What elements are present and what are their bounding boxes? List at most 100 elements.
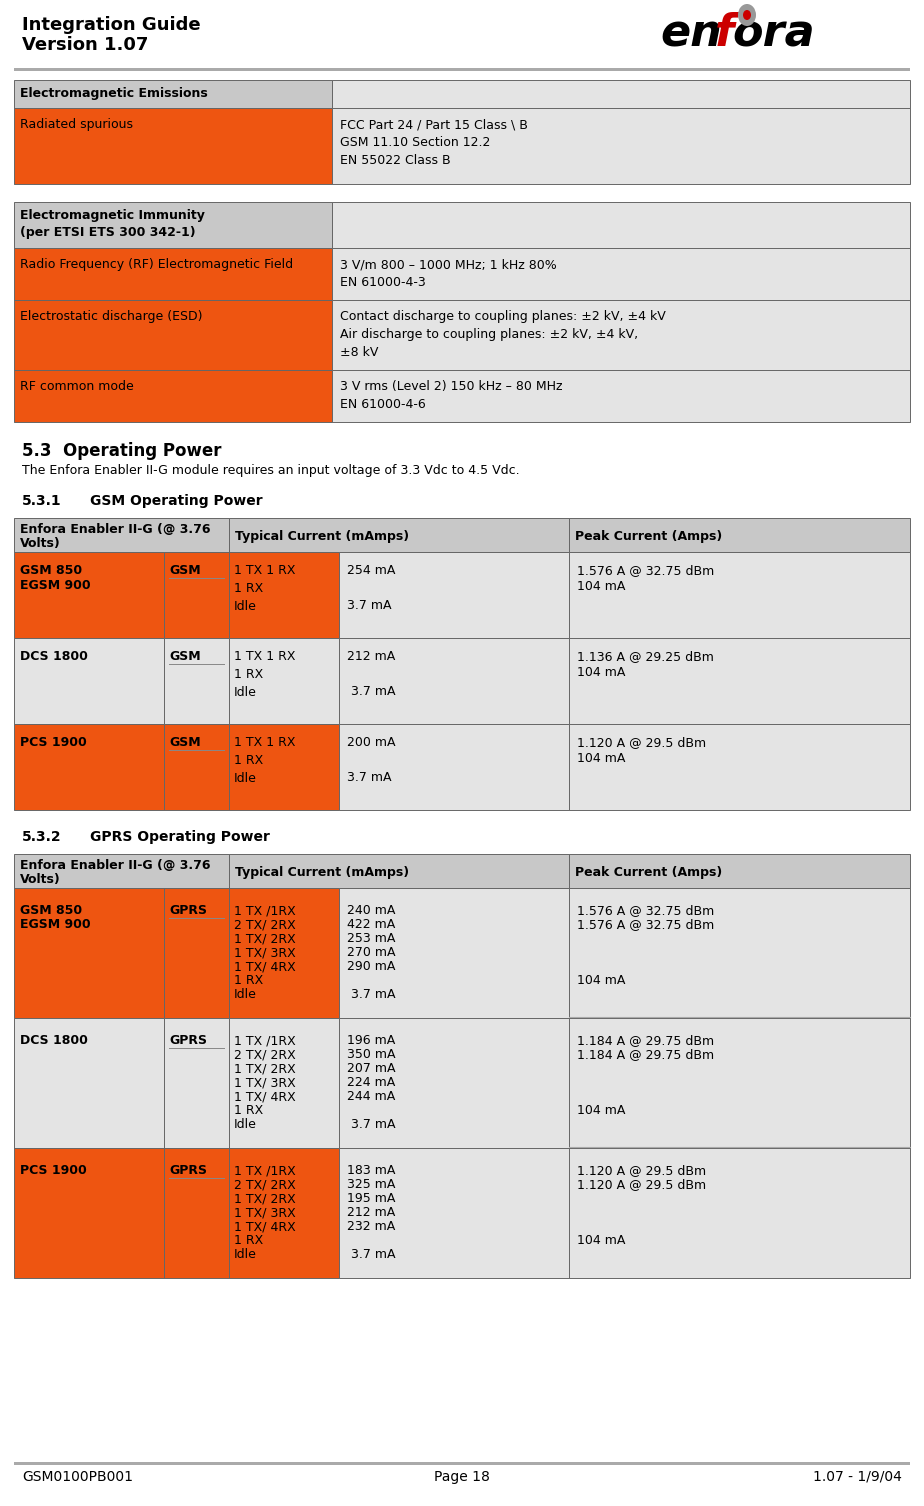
Text: 3.7 mA: 3.7 mA: [347, 685, 395, 697]
Bar: [339, 889, 569, 1018]
Text: 5.3  Operating Power: 5.3 Operating Power: [22, 441, 222, 459]
Text: EN 55022 Class B: EN 55022 Class B: [340, 154, 451, 167]
Text: DCS 1800: DCS 1800: [20, 651, 88, 663]
Text: 3.7 mA: 3.7 mA: [347, 599, 392, 611]
Text: 207 mA: 207 mA: [347, 1062, 395, 1075]
Text: GSM: GSM: [169, 651, 201, 663]
Text: 212 mA: 212 mA: [347, 651, 395, 663]
Bar: [14, 854, 229, 889]
Text: 200 mA: 200 mA: [347, 736, 395, 748]
Text: 244 mA: 244 mA: [347, 1090, 395, 1102]
Text: 1 RX: 1 RX: [234, 1104, 263, 1117]
Bar: [229, 854, 569, 889]
Bar: [14, 553, 164, 639]
Text: PCS 1900: PCS 1900: [20, 1164, 87, 1178]
Bar: [229, 1018, 339, 1148]
Text: 104 mA: 104 mA: [577, 1233, 626, 1247]
Text: 290 mA: 290 mA: [347, 959, 395, 973]
Text: 1 TX/ 2RX: 1 TX/ 2RX: [234, 1193, 296, 1205]
Text: EN 61000-4-6: EN 61000-4-6: [340, 398, 426, 411]
Text: Electromagnetic Emissions: Electromagnetic Emissions: [20, 87, 208, 99]
Text: Enfora Enabler II-G (@ 3.76: Enfora Enabler II-G (@ 3.76: [20, 523, 211, 536]
Text: Air discharge to coupling planes: ±2 kV, ±4 kV,: Air discharge to coupling planes: ±2 kV,…: [340, 328, 638, 340]
Text: 232 mA: 232 mA: [347, 1220, 395, 1233]
Text: The Enfora Enabler II-G module requires an input voltage of 3.3 Vdc to 4.5 Vdc.: The Enfora Enabler II-G module requires …: [22, 464, 519, 477]
Bar: [14, 639, 164, 724]
Text: EGSM 900: EGSM 900: [20, 919, 91, 931]
Text: 2 TX/ 2RX: 2 TX/ 2RX: [234, 919, 296, 931]
Text: 1.136 A @ 29.25 dBm: 1.136 A @ 29.25 dBm: [577, 651, 714, 663]
Bar: [332, 248, 910, 300]
Text: 104 mA: 104 mA: [577, 1104, 626, 1117]
Text: f: f: [715, 12, 735, 56]
Bar: [339, 724, 569, 810]
Text: 1 TX/ 2RX: 1 TX/ 2RX: [234, 932, 296, 944]
Text: GPRS: GPRS: [169, 1164, 207, 1178]
Text: 195 mA: 195 mA: [347, 1193, 395, 1205]
Text: Radiated spurious: Radiated spurious: [20, 117, 133, 131]
Text: ora: ora: [732, 12, 815, 56]
Text: GSM 11.10 Section 12.2: GSM 11.10 Section 12.2: [340, 136, 491, 149]
Text: 5.3.2: 5.3.2: [22, 830, 62, 843]
Text: 196 mA: 196 mA: [347, 1035, 395, 1047]
Text: GPRS Operating Power: GPRS Operating Power: [90, 830, 270, 843]
Bar: [569, 639, 910, 724]
Bar: [229, 724, 339, 810]
Text: 1 RX: 1 RX: [234, 755, 263, 767]
Text: 1 TX/ 4RX: 1 TX/ 4RX: [234, 1220, 296, 1233]
Text: 1 TX 1 RX: 1 TX 1 RX: [234, 565, 296, 577]
Text: Peak Current (Amps): Peak Current (Amps): [575, 866, 723, 880]
Text: Idle: Idle: [234, 988, 257, 1001]
Bar: [332, 300, 910, 370]
Text: 422 mA: 422 mA: [347, 919, 395, 931]
Text: Idle: Idle: [234, 1117, 257, 1131]
Text: GSM Operating Power: GSM Operating Power: [90, 494, 262, 508]
Bar: [14, 1018, 164, 1148]
Bar: [332, 108, 910, 184]
Text: 3.7 mA: 3.7 mA: [347, 988, 395, 1001]
Text: Electrostatic discharge (ESD): Electrostatic discharge (ESD): [20, 310, 202, 322]
Text: 2 TX/ 2RX: 2 TX/ 2RX: [234, 1178, 296, 1191]
Bar: [164, 724, 229, 810]
Bar: [569, 854, 910, 889]
Text: 1.120 A @ 29.5 dBm: 1.120 A @ 29.5 dBm: [577, 1164, 706, 1178]
Text: Idle: Idle: [234, 687, 257, 699]
Bar: [339, 553, 569, 639]
Text: 1 TX/ 4RX: 1 TX/ 4RX: [234, 1090, 296, 1102]
Bar: [569, 518, 910, 553]
Text: 1.576 A @ 32.75 dBm: 1.576 A @ 32.75 dBm: [577, 904, 714, 917]
Text: Version 1.07: Version 1.07: [22, 36, 149, 54]
Text: 270 mA: 270 mA: [347, 946, 395, 959]
Text: Integration Guide: Integration Guide: [22, 17, 201, 35]
Bar: [339, 639, 569, 724]
Text: 183 mA: 183 mA: [347, 1164, 395, 1178]
Text: 2 TX/ 2RX: 2 TX/ 2RX: [234, 1048, 296, 1062]
Text: 254 mA: 254 mA: [347, 565, 395, 577]
Bar: [569, 724, 910, 810]
Ellipse shape: [738, 5, 756, 26]
Text: 104 mA: 104 mA: [577, 666, 626, 679]
Text: 1 RX: 1 RX: [234, 974, 263, 986]
Text: 104 mA: 104 mA: [577, 580, 626, 593]
Text: PCS 1900: PCS 1900: [20, 736, 87, 748]
Bar: [164, 639, 229, 724]
Bar: [569, 553, 910, 639]
Text: 1 TX/ 3RX: 1 TX/ 3RX: [234, 946, 296, 959]
Text: Page 18: Page 18: [434, 1470, 490, 1483]
Bar: [339, 1018, 569, 1148]
Text: GSM 850: GSM 850: [20, 904, 82, 917]
Bar: [229, 518, 569, 553]
Bar: [332, 80, 910, 108]
Text: 1 TX/ 3RX: 1 TX/ 3RX: [234, 1206, 296, 1218]
Text: ±8 kV: ±8 kV: [340, 346, 378, 358]
Text: 212 mA: 212 mA: [347, 1206, 395, 1218]
Text: 3 V/m 800 – 1000 MHz; 1 kHz 80%: 3 V/m 800 – 1000 MHz; 1 kHz 80%: [340, 258, 557, 271]
Text: Idle: Idle: [234, 1248, 257, 1261]
Text: 1 TX 1 RX: 1 TX 1 RX: [234, 651, 296, 663]
Text: Volts): Volts): [20, 873, 61, 886]
Text: (per ETSI ETS 300 342-1): (per ETSI ETS 300 342-1): [20, 226, 196, 239]
Text: GSM 850: GSM 850: [20, 565, 82, 577]
Bar: [14, 724, 164, 810]
Text: 224 mA: 224 mA: [347, 1075, 395, 1089]
Text: Peak Current (Amps): Peak Current (Amps): [575, 530, 723, 544]
